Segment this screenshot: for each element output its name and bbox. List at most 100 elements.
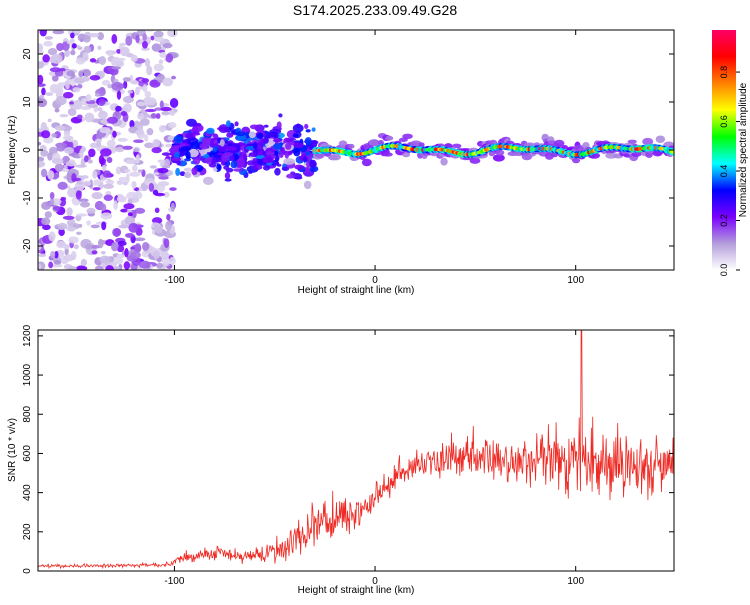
spectrogram-cell xyxy=(496,149,505,156)
spectrogram-cell xyxy=(141,242,150,251)
spectrogram-cell xyxy=(70,32,75,39)
spectrogram-cell xyxy=(116,60,125,67)
spectrogram-cell xyxy=(169,187,177,191)
spectrogram-cell xyxy=(76,181,83,185)
spectrogram-cell xyxy=(165,53,174,63)
spectrogram-cell xyxy=(670,150,674,154)
spectrogram-cell xyxy=(78,198,89,203)
spectrogram-cell xyxy=(302,156,308,162)
spectrogram-cell xyxy=(75,265,88,270)
spectrogram-xtick-label: 0 xyxy=(372,275,378,286)
spectrogram-cell xyxy=(248,131,256,139)
spectrogram-cell xyxy=(106,139,116,148)
spectrogram-cell xyxy=(402,133,413,140)
spectrogram-cell xyxy=(106,50,115,57)
spectrogram-cell xyxy=(163,238,170,249)
spectrogram-cell xyxy=(129,119,135,129)
spectrogram-cell xyxy=(39,30,47,37)
spectrogram-cell xyxy=(91,191,103,200)
spectrogram-cell xyxy=(348,143,355,149)
spectrogram-cell xyxy=(97,45,102,51)
spectrogram-cell xyxy=(38,61,45,69)
spectrogram-cell xyxy=(111,34,118,44)
snr-xtick-label: -100 xyxy=(164,576,184,587)
spectrogram-cell xyxy=(44,211,52,219)
spectrogram-cell xyxy=(50,53,63,64)
spectrogram-cell xyxy=(63,254,75,262)
spectrogram-cell xyxy=(235,131,247,137)
spectrogram-cell xyxy=(80,258,88,267)
spectrogram-cell xyxy=(134,86,140,96)
spectrogram-ytick-label: 0 xyxy=(22,147,33,153)
spectrogram-cell xyxy=(178,153,184,157)
spectrogram-cell xyxy=(38,74,44,85)
spectrogram-cell xyxy=(127,90,134,94)
spectrogram-cell xyxy=(385,135,394,141)
spectrogram-cell xyxy=(83,45,92,54)
spectrogram-cell xyxy=(309,159,317,168)
spectrogram-ylabel: Frequency (Hz) xyxy=(7,116,18,185)
spectrogram-cell xyxy=(165,143,173,148)
spectrogram-cell xyxy=(76,213,88,217)
spectrogram-cell xyxy=(47,152,53,161)
spectrogram-cell xyxy=(106,156,113,163)
snr-xlabel: Height of straight line (km) xyxy=(298,585,415,596)
spectrogram-cell xyxy=(98,154,105,165)
spectrogram-xlabel: Height of straight line (km) xyxy=(298,285,415,296)
spectrogram-cell xyxy=(38,253,47,258)
spectrogram-cell xyxy=(210,138,215,147)
spectrogram-cell xyxy=(122,95,134,104)
spectrogram-cell xyxy=(171,75,177,80)
spectrogram-cell xyxy=(162,42,173,49)
spectrogram-cell xyxy=(87,103,98,108)
spectrogram-cell xyxy=(572,157,581,164)
spectrogram-cell xyxy=(170,146,182,155)
spectrogram-cell xyxy=(184,158,192,162)
spectrogram-cell xyxy=(276,121,282,129)
spectrogram-cell xyxy=(114,146,125,153)
spectrogram-cell xyxy=(205,148,212,153)
spectrogram-cell xyxy=(303,180,312,190)
spectrogram-cell xyxy=(68,236,79,244)
spectrogram-cell xyxy=(169,256,176,265)
spectrogram-ytick-label: 10 xyxy=(22,96,33,108)
snr-ytick-label: 1200 xyxy=(22,324,33,347)
snr-frame xyxy=(37,329,675,572)
spectrogram-cell xyxy=(129,251,141,260)
spectrogram-cell xyxy=(176,160,181,166)
spectrogram-cell xyxy=(159,100,164,109)
figure-title: S174.2025.233.09.49.G28 xyxy=(293,2,457,18)
spectrogram-cell xyxy=(91,182,101,186)
spectrogram-cell xyxy=(153,63,164,72)
spectrogram-cell xyxy=(274,161,280,166)
spectrogram-cell xyxy=(119,42,127,47)
spectrogram-cell xyxy=(70,49,76,56)
spectrogram-cell xyxy=(144,90,152,98)
spectrogram-cell xyxy=(51,158,64,165)
spectrogram-cell xyxy=(217,144,228,152)
spectrogram-cell xyxy=(105,265,115,270)
spectrogram-cell xyxy=(274,167,281,176)
spectrogram-cell xyxy=(248,152,259,157)
spectrogram-cell xyxy=(142,33,147,42)
spectrogram-cell xyxy=(135,129,145,136)
spectrogram-cell xyxy=(75,57,86,65)
spectrogram-cell xyxy=(293,142,304,149)
spectrogram-cell xyxy=(99,126,111,134)
spectrogram-cell xyxy=(258,138,265,144)
spectrogram-cell xyxy=(75,164,87,168)
spectrogram-cell xyxy=(127,212,133,217)
spectrogram-cell xyxy=(151,43,162,52)
spectrogram-cell xyxy=(92,170,98,179)
spectrogram-cell xyxy=(141,78,150,83)
spectrogram-cell xyxy=(53,260,62,265)
spectrogram-cell xyxy=(76,114,83,120)
spectrogram-cell xyxy=(142,40,148,49)
spectrogram-cell xyxy=(165,221,172,231)
spectrogram-cell xyxy=(130,54,138,63)
spectrogram-cell xyxy=(492,154,505,162)
spectrogram-cell xyxy=(304,123,309,130)
spectrogram-cell xyxy=(296,123,301,129)
